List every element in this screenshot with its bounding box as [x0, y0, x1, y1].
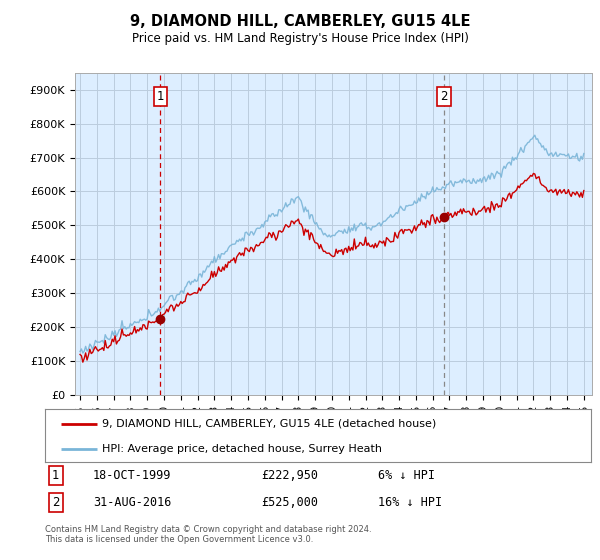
Text: 18-OCT-1999: 18-OCT-1999: [93, 469, 172, 482]
Text: £525,000: £525,000: [261, 496, 318, 508]
Text: Contains HM Land Registry data © Crown copyright and database right 2024.
This d: Contains HM Land Registry data © Crown c…: [45, 525, 371, 544]
Text: 16% ↓ HPI: 16% ↓ HPI: [378, 496, 442, 508]
Text: 2: 2: [52, 496, 59, 508]
Text: 2: 2: [440, 90, 448, 103]
Text: Price paid vs. HM Land Registry's House Price Index (HPI): Price paid vs. HM Land Registry's House …: [131, 32, 469, 45]
Text: 1: 1: [157, 90, 164, 103]
Text: £222,950: £222,950: [261, 469, 318, 482]
Text: 9, DIAMOND HILL, CAMBERLEY, GU15 4LE (detached house): 9, DIAMOND HILL, CAMBERLEY, GU15 4LE (de…: [103, 419, 437, 429]
Text: HPI: Average price, detached house, Surrey Heath: HPI: Average price, detached house, Surr…: [103, 444, 382, 454]
Text: 31-AUG-2016: 31-AUG-2016: [93, 496, 172, 508]
Text: 9, DIAMOND HILL, CAMBERLEY, GU15 4LE: 9, DIAMOND HILL, CAMBERLEY, GU15 4LE: [130, 14, 470, 29]
Text: 1: 1: [52, 469, 59, 482]
Text: 6% ↓ HPI: 6% ↓ HPI: [378, 469, 435, 482]
